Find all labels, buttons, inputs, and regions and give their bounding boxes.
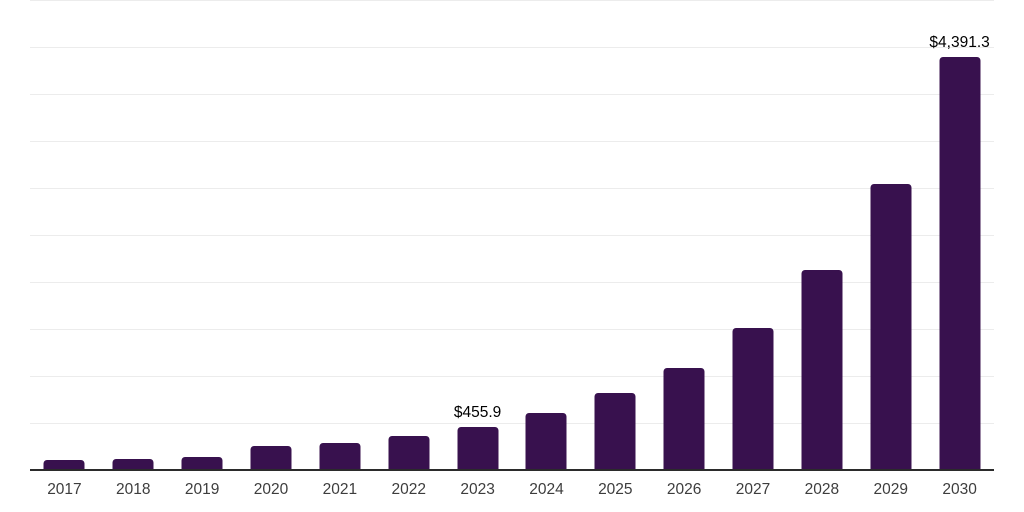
bar-2018: [112, 458, 154, 470]
x-tick-2030: 2030: [942, 481, 977, 498]
bar-2023: [457, 427, 499, 470]
data-label-2030: $4,391.3: [929, 33, 990, 51]
gridline-2000: [30, 281, 994, 283]
bar-slot-2026: [650, 0, 719, 470]
x-tick-2028: 2028: [804, 481, 840, 498]
bar-slot-2028: [787, 0, 856, 470]
plot-area: $455.9 $4,391.3: [30, 0, 994, 471]
gridline-500: [30, 422, 994, 424]
bar-slot-2029: [856, 0, 925, 470]
gridline-4500: [30, 46, 994, 48]
x-tick-2019: 2019: [184, 481, 220, 498]
bar-slot-2018: [99, 0, 168, 470]
bars-row: $455.9 $4,391.3: [30, 0, 994, 470]
bar-2026: [663, 367, 705, 470]
gridline-2500: [30, 234, 994, 236]
bar-slot-2027: [719, 0, 788, 470]
bar-2029: [870, 184, 912, 470]
x-tick-2022: 2022: [391, 481, 426, 498]
bar-2027: [732, 327, 774, 470]
bar-2024: [525, 413, 567, 470]
bar-2025: [594, 393, 636, 470]
x-tick-2026: 2026: [666, 481, 702, 498]
x-tick-2020: 2020: [253, 481, 289, 498]
gridline-5000: [30, 0, 994, 1]
bar-slot-2024: [512, 0, 581, 470]
x-tick-2018: 2018: [116, 481, 151, 498]
bar-slot-2023: $455.9: [443, 0, 512, 470]
bar-2022: [388, 435, 430, 470]
bar-slot-2017: [30, 0, 99, 470]
bar-slot-2021: [305, 0, 374, 470]
bar-slot-2025: [581, 0, 650, 470]
bar-2030: [939, 57, 981, 470]
x-tick-2025: 2025: [598, 481, 633, 498]
gridline-1000: [30, 375, 994, 377]
bar-2028: [801, 269, 843, 470]
x-tick-2021: 2021: [322, 481, 358, 498]
gridline-1500: [30, 328, 994, 330]
bar-slot-2020: [237, 0, 306, 470]
x-axis-labels: 2017 2018 2019 2020 2021 2022 2023 2024 2025 2026…: [30, 480, 994, 500]
x-tick-2023: 2023: [460, 481, 495, 498]
x-axis-line: [30, 469, 994, 471]
bar-2021: [319, 443, 361, 470]
gridline-3000: [30, 187, 994, 189]
bar-2020: [250, 445, 292, 470]
data-label-2023: $455.9: [453, 403, 502, 421]
bar-slot-2019: [168, 0, 237, 470]
x-tick-2027: 2027: [735, 481, 771, 498]
bar-2019: [181, 457, 223, 470]
gridline-3500: [30, 140, 994, 142]
x-tick-2024: 2024: [529, 481, 564, 498]
bar-slot-2022: [374, 0, 443, 470]
bar-slot-2030: $4,391.3: [925, 0, 994, 470]
x-tick-2029: 2029: [873, 481, 908, 498]
gridline-4000: [30, 93, 994, 95]
bar-2017: [43, 459, 85, 470]
x-tick-2017: 2017: [47, 481, 82, 498]
